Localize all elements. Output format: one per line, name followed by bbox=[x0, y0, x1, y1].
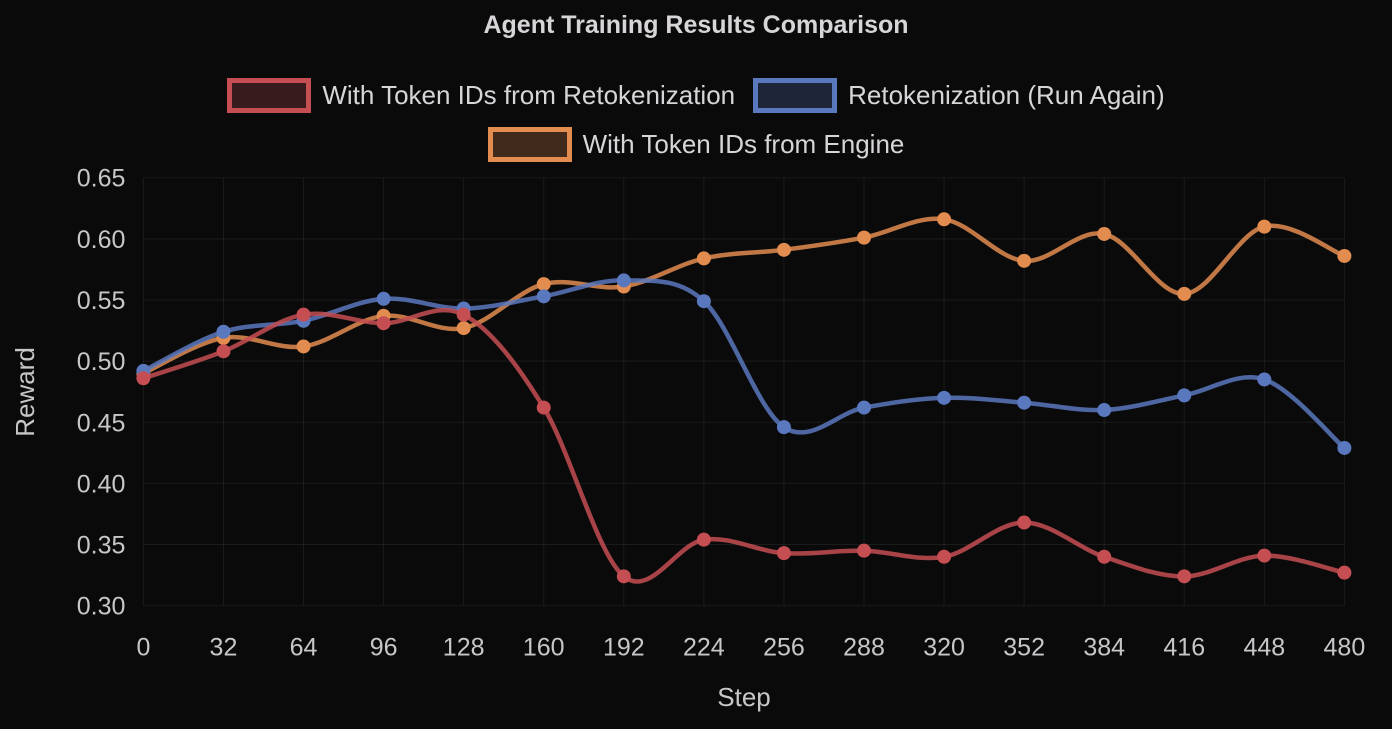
x-tick-label: 32 bbox=[210, 634, 238, 662]
data-point[interactable] bbox=[536, 289, 551, 304]
y-tick-label: 0.50 bbox=[77, 348, 126, 376]
data-point[interactable] bbox=[1017, 515, 1032, 530]
data-point[interactable] bbox=[456, 321, 471, 336]
data-point[interactable] bbox=[696, 532, 711, 547]
data-point[interactable] bbox=[1337, 248, 1352, 263]
legend-label: With Token IDs from Retokenization bbox=[322, 80, 736, 110]
legend-item-2[interactable]: Retokenization (Run Again) bbox=[753, 78, 1165, 113]
data-point[interactable] bbox=[1097, 226, 1112, 241]
y-tick-label: 0.65 bbox=[77, 165, 126, 193]
x-axis-title: Step bbox=[717, 682, 771, 712]
series-lines bbox=[136, 212, 1352, 584]
x-tick-label: 256 bbox=[763, 634, 805, 662]
data-point[interactable] bbox=[1017, 395, 1032, 410]
x-tick-label: 64 bbox=[290, 634, 318, 662]
data-point[interactable] bbox=[937, 549, 952, 564]
x-tick-label: 128 bbox=[443, 634, 485, 662]
y-tick-label: 0.55 bbox=[77, 287, 126, 315]
data-point[interactable] bbox=[1177, 569, 1192, 584]
y-tick-label: 0.45 bbox=[77, 409, 126, 437]
data-point[interactable] bbox=[937, 212, 952, 227]
y-tick-label: 0.60 bbox=[77, 226, 126, 254]
data-point[interactable] bbox=[296, 339, 311, 354]
legend: With Token IDs from Retokenization Retoke… bbox=[106, 78, 1286, 162]
legend-swatch bbox=[227, 78, 312, 113]
data-point[interactable] bbox=[937, 390, 952, 405]
data-point[interactable] bbox=[776, 546, 791, 561]
legend-label: With Token IDs from Engine bbox=[582, 129, 905, 159]
data-point[interactable] bbox=[857, 543, 871, 558]
data-point[interactable] bbox=[136, 371, 151, 386]
data-point[interactable] bbox=[1177, 286, 1192, 301]
data-point[interactable] bbox=[1257, 219, 1272, 234]
data-point[interactable] bbox=[376, 316, 391, 331]
data-point[interactable] bbox=[857, 230, 871, 245]
x-tick-label: 480 bbox=[1324, 634, 1366, 662]
data-point[interactable] bbox=[696, 294, 711, 309]
data-point[interactable] bbox=[1177, 388, 1192, 403]
x-tick-label: 0 bbox=[136, 634, 150, 662]
data-point[interactable] bbox=[696, 251, 711, 266]
data-point[interactable] bbox=[1257, 372, 1272, 387]
x-tick-label: 384 bbox=[1083, 634, 1125, 662]
data-point[interactable] bbox=[536, 277, 551, 292]
data-point[interactable] bbox=[1097, 403, 1112, 418]
tick-labels: 0.30 0.35 0.40 0.45 0.50 0.55 0.60 0.65 0 32 64 96 1… bbox=[77, 165, 1366, 662]
legend-label: Retokenization (Run Again) bbox=[848, 80, 1165, 110]
data-point[interactable] bbox=[857, 400, 871, 415]
data-point[interactable] bbox=[1337, 565, 1352, 580]
series-line bbox=[141, 278, 1347, 451]
chart-title: Agent Training Results Comparison bbox=[483, 11, 909, 39]
y-tick-label: 0.35 bbox=[77, 532, 126, 560]
data-point[interactable] bbox=[616, 569, 631, 584]
x-tick-label: 416 bbox=[1163, 634, 1205, 662]
legend-swatch bbox=[487, 127, 572, 162]
data-point[interactable] bbox=[216, 324, 231, 339]
data-point[interactable] bbox=[536, 400, 551, 415]
data-point[interactable] bbox=[376, 291, 391, 306]
y-tick-label: 0.40 bbox=[77, 470, 126, 498]
series-line bbox=[141, 216, 1347, 376]
legend-item-3[interactable]: With Token IDs from Engine bbox=[487, 127, 905, 162]
data-point[interactable] bbox=[1097, 549, 1112, 564]
x-tick-label: 448 bbox=[1243, 634, 1285, 662]
data-point[interactable] bbox=[616, 273, 631, 288]
x-tick-label: 288 bbox=[843, 634, 885, 662]
data-point[interactable] bbox=[1017, 253, 1032, 268]
data-point[interactable] bbox=[776, 242, 791, 257]
legend-item-1[interactable]: With Token IDs from Retokenization bbox=[227, 78, 735, 113]
x-tick-label: 160 bbox=[523, 634, 565, 662]
x-tick-label: 96 bbox=[370, 634, 398, 662]
data-point[interactable] bbox=[1257, 548, 1272, 563]
x-tick-label: 224 bbox=[683, 634, 725, 662]
data-point[interactable] bbox=[296, 307, 311, 322]
legend-swatch bbox=[753, 78, 838, 113]
x-tick-label: 320 bbox=[923, 634, 965, 662]
data-point[interactable] bbox=[776, 420, 791, 435]
x-tick-label: 352 bbox=[1003, 634, 1045, 662]
data-point[interactable] bbox=[1337, 440, 1352, 455]
data-point[interactable] bbox=[216, 344, 231, 359]
gridlines bbox=[142, 177, 1345, 607]
y-axis-title: Reward bbox=[10, 347, 40, 437]
y-tick-label: 0.30 bbox=[77, 593, 126, 621]
data-point[interactable] bbox=[456, 307, 471, 322]
x-tick-label: 192 bbox=[603, 634, 645, 662]
series-line bbox=[141, 307, 1347, 584]
